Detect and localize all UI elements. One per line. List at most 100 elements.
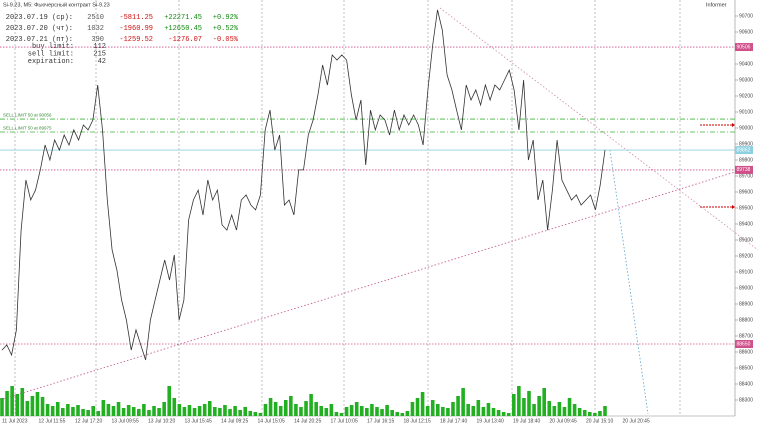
volume-bar [446, 408, 450, 416]
volume-bar [314, 402, 318, 416]
volume-bar [243, 407, 248, 416]
volume-bar [435, 404, 440, 416]
volume-bar [0, 398, 4, 416]
volume-bar [522, 398, 526, 416]
volume-bar [451, 402, 455, 416]
price-level-box [735, 146, 753, 155]
volume-bar [339, 413, 344, 416]
volume-bar [415, 398, 420, 416]
stats-cell: 2510 [87, 14, 104, 22]
x-tick-label: 13 Jul 09:55 [112, 418, 139, 424]
price-level-label: 90506 [737, 44, 751, 50]
volume-bar [481, 407, 486, 416]
volume-bar [35, 392, 40, 416]
volume-bar [603, 406, 607, 416]
stats-cell: +0.92% [213, 14, 239, 22]
volume-bar [491, 408, 496, 416]
volume-bar [441, 407, 445, 416]
x-tick-label: 18 Jul 17:40 [440, 418, 467, 424]
volume-bar [466, 404, 470, 416]
volume-bar [15, 394, 20, 416]
order-label: SELL LIMIT 50 at 90056 [3, 113, 52, 118]
volume-bar [537, 396, 541, 416]
volume-bar [324, 408, 329, 416]
volume-bar [405, 411, 410, 416]
volume-bar [142, 404, 146, 416]
volume-bar [593, 413, 597, 416]
volume-bar [137, 409, 141, 416]
volume-bar [501, 412, 506, 416]
volume-bar [157, 408, 161, 416]
volume-bar [233, 406, 237, 416]
volume-bar [5, 391, 9, 416]
stats-cell: 2023.07.21 (пт): [6, 36, 73, 44]
y-tick-label: 88900 [739, 301, 753, 307]
volume-bar [10, 386, 14, 416]
stats-cell: -1259.52 [119, 36, 153, 44]
y-tick-label: 90000 [739, 125, 753, 131]
volume-bar [461, 388, 465, 416]
y-tick-label: 90600 [739, 29, 753, 35]
x-tick-label: 19 Jul 18:40 [513, 418, 540, 424]
volume-bar [395, 412, 400, 416]
y-tick-label: 89200 [739, 253, 753, 259]
x-tick-label: 11 Jul 2023 [2, 418, 28, 424]
volume-bar [577, 408, 582, 416]
x-tick-label: 14 Jul 09:25 [221, 418, 248, 424]
x-tick-label: 13 Jul 10:20 [148, 418, 175, 424]
volume-bar [390, 410, 394, 416]
order-label: SELL LIMIT 50 at 89975 [3, 126, 52, 131]
volume-bar [370, 404, 374, 416]
volume-bar [55, 402, 60, 416]
limit-label: sell limit: [28, 50, 74, 58]
indicator-name[interactable]: Informer [706, 2, 727, 8]
volume-bar [532, 404, 536, 416]
volume-bar [299, 407, 303, 416]
volume-bar [344, 407, 349, 416]
volume-bar [172, 398, 177, 416]
price-level-box [735, 43, 753, 52]
volume-bar [430, 400, 435, 416]
y-tick-label: 90300 [739, 77, 753, 83]
volume-bar [202, 404, 207, 416]
volume-bar [420, 392, 425, 416]
volume-bar [476, 400, 481, 416]
x-tick-label: 20 Jul 20:45 [623, 418, 650, 424]
x-tick-label: 12 Jul 17:20 [75, 418, 102, 424]
volume-bar [410, 402, 415, 416]
volume-bar [91, 406, 96, 416]
volume-bar [334, 412, 339, 416]
volume-bar [258, 413, 263, 416]
volume-bar [76, 405, 80, 416]
volume-bar [40, 397, 45, 416]
price-level-label: 89738 [737, 167, 751, 173]
volume-bar [207, 401, 212, 416]
volume-bar [319, 406, 324, 416]
x-tick-label: 20 Jul 09:45 [550, 418, 577, 424]
volume-bar [567, 398, 572, 416]
volume-bar [365, 408, 369, 416]
y-tick-label: 90200 [739, 93, 753, 99]
x-tick-label: 20 Jul 15:10 [586, 418, 613, 424]
volume-bar [547, 401, 552, 416]
volume-bar [400, 413, 405, 416]
volume-bar [253, 412, 258, 416]
volume-bar [238, 410, 242, 416]
volume-bar [294, 404, 298, 416]
volume-bar [557, 402, 562, 416]
y-tick-label: 89100 [739, 269, 753, 275]
volume-bar [111, 406, 116, 416]
volume-bar [121, 408, 126, 416]
price-level-box [735, 165, 753, 174]
y-tick-label: 88500 [739, 365, 753, 371]
volume-bar [187, 405, 192, 416]
y-tick-label: 88800 [739, 317, 753, 323]
chart-title: Si-9.23, M5: Фьючерсный контракт Si-9.23 [3, 1, 110, 8]
volume-bar [572, 404, 577, 416]
volume-bar [30, 396, 35, 416]
volume-bar [304, 401, 308, 416]
volume-bar [511, 394, 516, 416]
volume-bar [126, 405, 131, 416]
volume-bar [116, 402, 121, 416]
stats-cell: -0.05% [213, 36, 239, 44]
